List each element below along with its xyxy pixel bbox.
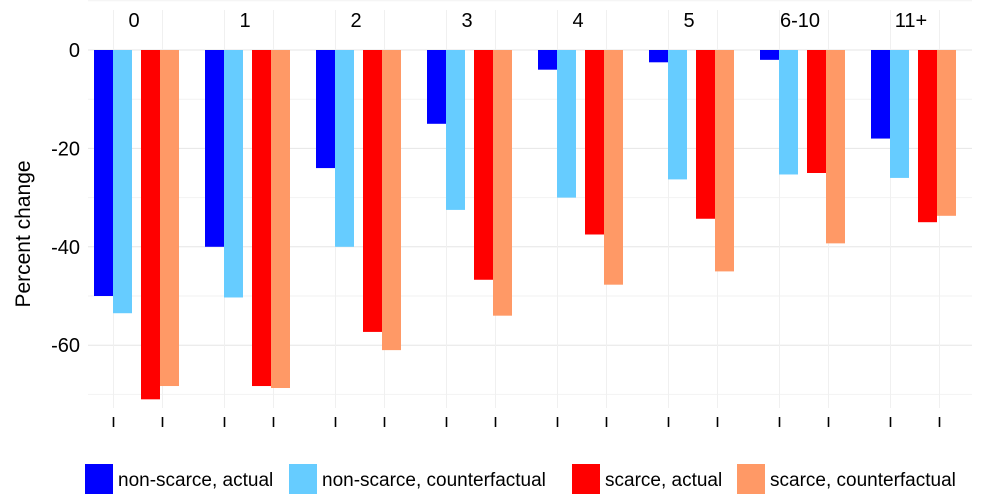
legend-swatch — [85, 464, 113, 494]
x-tick-marks — [112, 417, 941, 427]
bar-non-scarce-counterfactual-6-10 — [779, 50, 798, 175]
legend-label: scarce, counterfactual — [770, 470, 956, 491]
bar-scarce-counterfactual-3 — [493, 50, 512, 316]
bar-scarce-counterfactual-2 — [382, 50, 401, 351]
bar-non-scarce-counterfactual-1 — [224, 50, 243, 298]
bar-non-scarce-actual-11- — [871, 50, 890, 139]
bar-non-scarce-counterfactual-5 — [668, 50, 687, 180]
legend-item: non-scarce, actual — [85, 464, 273, 494]
bar-non-scarce-counterfactual-0 — [113, 50, 132, 314]
y-tick-label: -60 — [51, 335, 80, 357]
bar-scarce-actual-3 — [474, 50, 493, 280]
x-tick-label: 11+ — [895, 10, 927, 32]
legend-item: non-scarce, counterfactual — [289, 464, 546, 494]
x-tick-label: 3 — [461, 10, 472, 32]
bar-scarce-counterfactual-6-10 — [826, 50, 845, 244]
bar-non-scarce-actual-5 — [649, 50, 668, 63]
y-tick-label: -40 — [51, 237, 80, 259]
legend-label: non-scarce, actual — [118, 470, 273, 491]
x-tick-label: 4 — [572, 10, 583, 32]
bar-non-scarce-actual-2 — [316, 50, 335, 169]
bar-scarce-counterfactual-4 — [604, 50, 623, 285]
bar-scarce-counterfactual-1 — [271, 50, 290, 389]
y-tick-label: 0 — [69, 40, 80, 62]
bar-scarce-actual-2 — [363, 50, 382, 332]
legend-label: non-scarce, counterfactual — [322, 470, 546, 491]
bar-non-scarce-counterfactual-2 — [335, 50, 354, 247]
bar-scarce-actual-1 — [252, 50, 271, 387]
y-tick-labels: 0 -20 -40 -60 — [51, 40, 80, 357]
x-tick-label: 6-10 — [780, 10, 820, 32]
legend: non-scarce, actual non-scarce, counterfac… — [85, 464, 956, 494]
legend-label: scarce, actual — [605, 470, 722, 491]
bar-non-scarce-actual-6-10 — [760, 50, 779, 60]
y-axis-title: Percent change — [12, 160, 35, 307]
x-tick-labels: 0 1 2 3 4 5 6-10 11+ — [128, 10, 927, 32]
bar-scarce-actual-6-10 — [807, 50, 826, 173]
bar-scarce-counterfactual-0 — [160, 50, 179, 387]
bar-scarce-actual-4 — [585, 50, 604, 235]
legend-item: scarce, actual — [572, 464, 722, 494]
y-tick-label: -20 — [51, 138, 80, 160]
bar-scarce-counterfactual-5 — [715, 50, 734, 272]
x-tick-label: 2 — [350, 10, 361, 32]
legend-item: scarce, counterfactual — [737, 464, 956, 494]
x-tick-label: 0 — [128, 10, 139, 32]
legend-swatch — [737, 464, 765, 494]
bar-non-scarce-actual-0 — [94, 50, 113, 296]
bar-non-scarce-actual-1 — [205, 50, 224, 247]
bar-non-scarce-actual-4 — [538, 50, 557, 70]
bars — [94, 50, 956, 400]
x-tick-label: 1 — [239, 10, 250, 32]
legend-swatch — [572, 464, 600, 494]
bar-scarce-actual-0 — [141, 50, 160, 400]
bar-scarce-counterfactual-11- — [937, 50, 956, 216]
legend-swatch — [289, 464, 317, 494]
bar-scarce-actual-5 — [696, 50, 715, 219]
bar-non-scarce-counterfactual-4 — [557, 50, 576, 198]
bar-scarce-actual-11- — [918, 50, 937, 223]
bar-non-scarce-counterfactual-11- — [890, 50, 909, 178]
x-tick-label: 5 — [683, 10, 694, 32]
bar-non-scarce-actual-3 — [427, 50, 446, 124]
bar-non-scarce-counterfactual-3 — [446, 50, 465, 210]
